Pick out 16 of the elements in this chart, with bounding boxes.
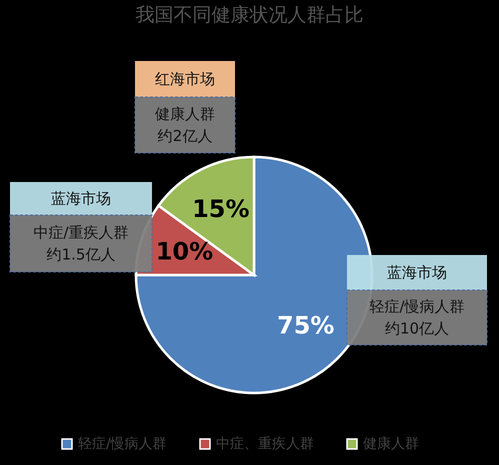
text: 约10亿人 bbox=[384, 320, 450, 338]
data-label: 75% bbox=[277, 312, 334, 340]
text: 蓝海市场 bbox=[51, 190, 111, 208]
legend-label: 轻症/慢病人群 bbox=[78, 436, 167, 452]
text: 健康人群 bbox=[155, 105, 215, 123]
text: 约2亿人 bbox=[158, 127, 212, 145]
text: 中症/重疾人群 bbox=[33, 224, 129, 242]
text: 红海市场 bbox=[155, 70, 215, 88]
data-label: 10% bbox=[156, 237, 214, 266]
legend-label: 中症、重疾人群 bbox=[216, 436, 314, 452]
text: 轻症/慢病人群 bbox=[369, 298, 465, 316]
data-label: 15% bbox=[192, 194, 250, 223]
chart-title: 我国不同健康状况人群占比 bbox=[136, 4, 364, 26]
text: 蓝海市场 bbox=[387, 264, 447, 282]
legend-label: 健康人群 bbox=[363, 436, 419, 452]
text: 约1.5亿人 bbox=[46, 246, 116, 264]
